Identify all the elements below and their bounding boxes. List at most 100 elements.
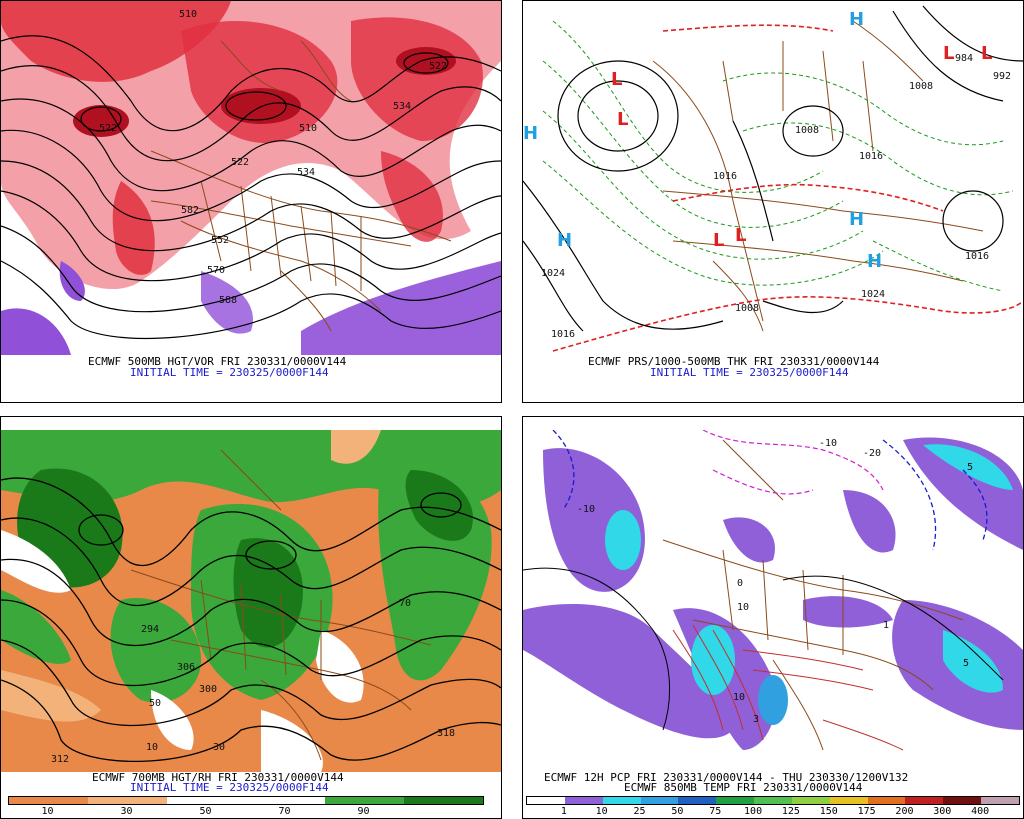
contour-label: 510: [179, 9, 197, 20]
temp-label: -10: [819, 438, 837, 449]
contour-label: 70: [399, 598, 411, 609]
temp-label: -10: [577, 504, 595, 515]
colorbar-tick-label: 200: [895, 806, 914, 817]
colorbar-swatch: [403, 797, 483, 804]
map-700mb: 312 300 306 294 318 10 50 70 30: [1, 430, 501, 772]
precip-colorbar: [526, 796, 1020, 805]
thickness-warm: [552, 24, 1023, 352]
political-borders: [662, 439, 964, 751]
panel-pcp-temp: -10 0 10 -20 -10 5 10 3 1 5: [523, 430, 1023, 772]
colorbar-swatch: [791, 797, 830, 804]
low-center: L: [735, 225, 746, 246]
caption-500mb-init: INITIAL TIME = 230325/0000F144: [130, 366, 329, 379]
colorbar-swatch: [867, 797, 906, 804]
contour-label: 552: [211, 235, 229, 246]
caption-700mb-valid: ECMWF 700MB HGT/RH FRI 230331/0000V144: [92, 771, 344, 784]
colorbar-swatch: [754, 797, 792, 804]
height-contours: [1, 35, 501, 340]
colorbar-tick-label: 50: [199, 806, 212, 817]
precip-colorbar-ticks: 1 10 25 50 75 100 125 150 175 200 300 400: [526, 806, 1018, 818]
contour-label: 588: [219, 295, 237, 306]
panel-700mb-hgt-rh: 312 300 306 294 318 10 50 70 30: [1, 430, 501, 772]
caption-500mb-valid: ECMWF 500MB HGT/VOR FRI 230331/0000V144: [88, 355, 347, 368]
panel-prs-thk: 1024 1016 1008 1016 1024 1016 1016 1008 …: [523, 1, 1023, 355]
zero-isotherm: [523, 567, 1004, 731]
map-pcp-temp: -10 0 10 -20 -10 5 10 3 1 5: [523, 430, 1023, 751]
frigid-isotherms: [702, 430, 884, 495]
contour-label: 50: [149, 698, 161, 709]
isobar-label: 1008: [735, 303, 759, 314]
low-center: L: [981, 43, 992, 64]
colorbar-tick-label: 1: [560, 806, 567, 817]
isobar-label: 1016: [965, 251, 989, 262]
high-center: H: [523, 123, 538, 144]
low-center: L: [713, 230, 724, 251]
high-center: H: [867, 251, 882, 272]
colorbar-tick-label: 50: [671, 806, 684, 817]
colorbar-swatch: [829, 797, 868, 804]
colorbar-tick-label: 10: [41, 806, 54, 817]
caption-700mb-init: INITIAL TIME = 230325/0000F144: [130, 781, 329, 794]
high-center: H: [557, 230, 572, 251]
contour-label: 318: [437, 728, 455, 739]
high-center: H: [849, 9, 864, 30]
high-center: H: [849, 209, 864, 230]
caption-prs-init: INITIAL TIME = 230325/0000F144: [650, 366, 849, 379]
low-center: L: [611, 69, 622, 90]
map-500mb: 510 522 534 522 534 510 522 552 588 570 …: [1, 1, 501, 355]
colorbar-tick-label: 25: [633, 806, 646, 817]
temp-label: 0: [737, 578, 743, 589]
colorbar-tick-label: 125: [781, 806, 800, 817]
isobar-labels: 1024 1016 1008 1016 1024 1016 1016 1008 …: [541, 53, 1011, 340]
precip-shading: [523, 437, 1023, 750]
caption-pcp-valid: ECMWF 12H PCP FRI 230331/0000V144 - THU …: [544, 771, 909, 784]
temp-labels: -10 0 10 -20 -10 5 10 3 1 5: [577, 438, 973, 725]
isobar-label: 1016: [713, 171, 737, 182]
contour-label: 510: [299, 123, 317, 134]
colorbar-swatch: [245, 797, 325, 804]
map-prs-thk: 1024 1016 1008 1016 1024 1016 1016 1008 …: [523, 5, 1023, 352]
colorbar-swatch: [9, 797, 88, 804]
contour-label: 522: [231, 157, 249, 168]
caption-prs-valid: ECMWF PRS/1000-500MB THK FRI 230331/0000…: [588, 355, 880, 368]
temp-label: -20: [863, 448, 881, 459]
contour-labels: 312 300 306 294 318 10 50 70 30: [51, 598, 455, 765]
isobar-label: 1016: [859, 151, 883, 162]
colorbar-swatch: [564, 797, 603, 804]
contour-label: 10: [146, 742, 158, 753]
colorbar-tick-label: 30: [120, 806, 133, 817]
contour-label: 306: [177, 662, 195, 673]
political-borders: [652, 20, 984, 332]
contour-label: 570: [207, 265, 225, 276]
temp-label: 1: [883, 620, 889, 631]
colorbar-swatch: [602, 797, 641, 804]
colorbar-swatch: [324, 797, 404, 804]
political-borders: [150, 40, 452, 332]
contour-label: 312: [51, 754, 69, 765]
warm-isotherms: [672, 624, 904, 751]
rh-colorbar: [8, 796, 484, 805]
isobar-label: 1008: [795, 125, 819, 136]
colorbar-swatch: [678, 797, 717, 804]
temp-label: 10: [737, 602, 749, 613]
panel-500mb-frame: [0, 0, 502, 403]
colorbar-tick-label: 300: [933, 806, 952, 817]
isobar-label: 1016: [551, 329, 575, 340]
vorticity-shading: [1, 1, 501, 355]
contour-label: 294: [141, 624, 159, 635]
contour-label: 30: [213, 742, 225, 753]
cold-isotherms: [552, 430, 988, 551]
height-contours: [1, 477, 501, 763]
colorbar-swatch: [905, 797, 944, 804]
colorbar-tick-label: 100: [744, 806, 763, 817]
colorbar-tick-label: 150: [819, 806, 838, 817]
colorbar-swatch: [640, 797, 679, 804]
contour-label: 582: [181, 205, 199, 216]
temp-label: 5: [967, 462, 973, 473]
isobars: [523, 5, 1023, 332]
isobar-label: 1024: [541, 268, 565, 279]
colorbar-swatch: [981, 797, 1019, 804]
isobar-label: 992: [993, 71, 1011, 82]
isobar-label: 984: [955, 53, 973, 64]
contour-label: 534: [393, 101, 411, 112]
